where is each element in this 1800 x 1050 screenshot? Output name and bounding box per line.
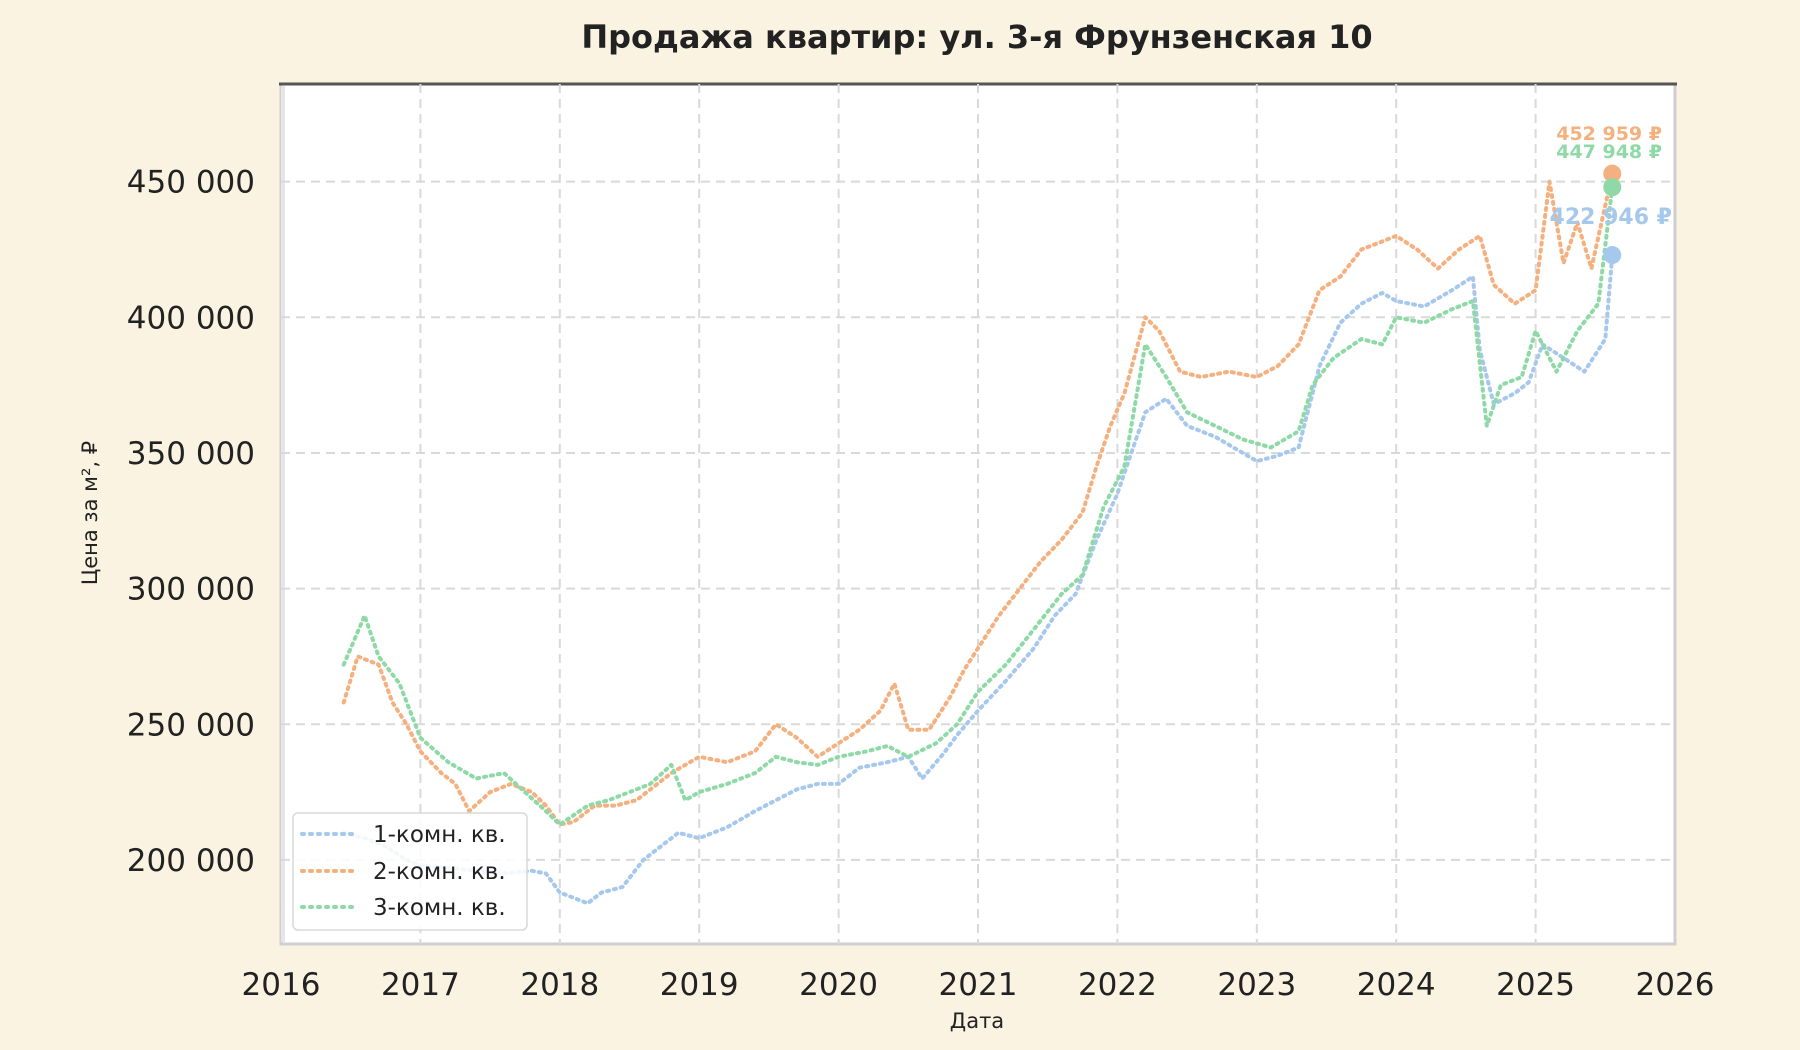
y-tick-labels: 200 000 250 000 300 000 350 000 400 000 450 0… bbox=[127, 165, 255, 879]
end-point-marker-2 bbox=[1603, 178, 1622, 197]
y-tick-450000: 450 000 bbox=[127, 165, 255, 201]
end-point-marker-1 bbox=[1603, 164, 1622, 183]
x-tick-2020: 2020 bbox=[799, 967, 878, 1003]
y-axis-label: Цена за м², ₽ bbox=[78, 441, 102, 585]
legend-box bbox=[292, 812, 528, 931]
x-tick-2018: 2018 bbox=[520, 967, 599, 1003]
series-line-1 bbox=[341, 253, 1615, 906]
x-tick-2026: 2026 bbox=[1636, 967, 1715, 1003]
legend: 1-комн. кв. 2-комн. кв. 3-комн. кв. bbox=[292, 812, 528, 931]
x-tick-2023: 2023 bbox=[1217, 967, 1296, 1003]
end-point-marker-3 bbox=[1603, 246, 1622, 265]
y-tick-350000: 350 000 bbox=[127, 436, 255, 472]
end-point-label-1: 452 959 ₽ bbox=[1556, 123, 1662, 145]
chart-title: Продажа квартир: ул. 3-я Фрунзенская 10 bbox=[581, 18, 1372, 56]
x-tick-2021: 2021 bbox=[939, 967, 1018, 1003]
x-tick-2019: 2019 bbox=[660, 967, 739, 1003]
legend-label-2: 2-комн. кв. bbox=[373, 859, 506, 885]
x-tick-2022: 2022 bbox=[1078, 967, 1157, 1003]
y-tick-200000: 200 000 bbox=[127, 843, 255, 879]
x-tick-2017: 2017 bbox=[381, 967, 460, 1003]
grid bbox=[281, 84, 1675, 944]
series-layer bbox=[341, 171, 1615, 906]
x-tick-labels: 2016 2017 2018 2019 2020 2021 2022 2023 2024 2025… bbox=[242, 967, 1715, 1003]
series-line-2 bbox=[341, 171, 1615, 827]
legend-label-3: 3-комн. кв. bbox=[373, 895, 506, 921]
x-tick-2016: 2016 bbox=[242, 967, 321, 1003]
x-tick-2025: 2025 bbox=[1496, 967, 1575, 1003]
x-tick-2024: 2024 bbox=[1357, 967, 1436, 1003]
end-point-label-3: 422 946 ₽ bbox=[1550, 205, 1672, 230]
legend-label-1: 1-комн. кв. bbox=[373, 822, 506, 848]
end-point-label-2: 447 948 ₽ bbox=[1556, 141, 1662, 163]
y-tick-400000: 400 000 bbox=[127, 300, 255, 336]
y-tick-250000: 250 000 bbox=[127, 707, 255, 743]
series-line-3 bbox=[341, 185, 1615, 827]
x-axis-label: Дата bbox=[950, 1009, 1004, 1033]
y-tick-300000: 300 000 bbox=[127, 572, 255, 608]
end-points: 452 959 ₽447 948 ₽ 422 946 ₽ bbox=[1550, 123, 1672, 265]
